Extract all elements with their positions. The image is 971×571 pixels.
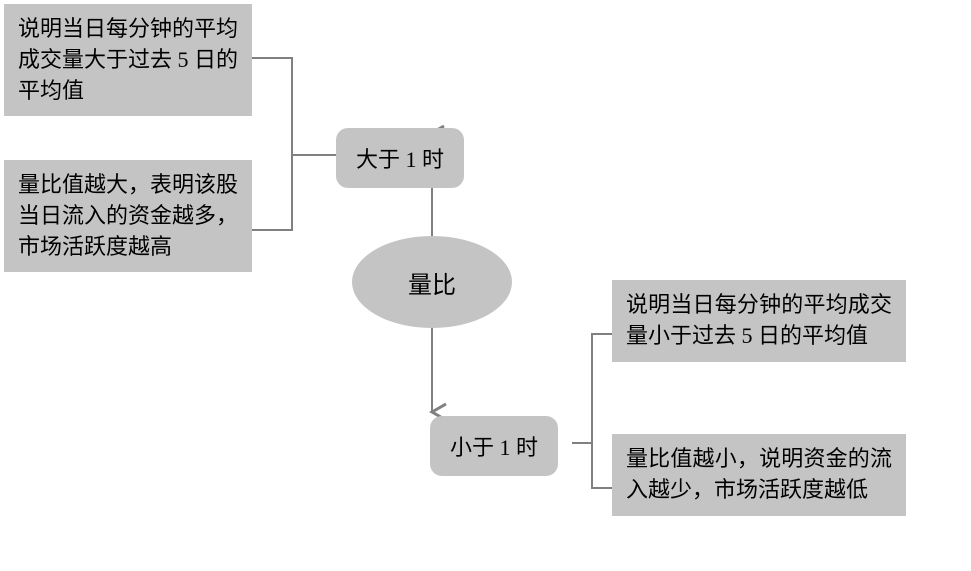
less-explain-1-text: 说明当日每分钟的平均成交量小于过去 5 日的平均值 [626, 292, 892, 348]
less-node: 小于 1 时 [430, 416, 558, 476]
greater-explain-2-text: 量比值越大，表明该股当日流入的资金越多，市场活跃度越高 [18, 172, 238, 259]
center-label: 量比 [408, 265, 456, 300]
greater-node: 大于 1 时 [336, 128, 464, 188]
less-explain-2: 量比值越小，说明资金的流入越少，市场活跃度越低 [612, 434, 906, 516]
center-node: 量比 [352, 236, 512, 328]
less-explain-1: 说明当日每分钟的平均成交量小于过去 5 日的平均值 [612, 280, 906, 362]
greater-explain-2: 量比值越大，表明该股当日流入的资金越多，市场活跃度越高 [4, 160, 252, 272]
less-label: 小于 1 时 [450, 435, 538, 460]
bracket-left [252, 58, 336, 230]
bracket-right [572, 334, 612, 488]
greater-explain-1-text: 说明当日每分钟的平均成交量大于过去 5 日的平均值 [18, 16, 238, 103]
greater-explain-1: 说明当日每分钟的平均成交量大于过去 5 日的平均值 [4, 4, 252, 116]
less-explain-2-text: 量比值越小，说明资金的流入越少，市场活跃度越低 [626, 446, 892, 502]
greater-label: 大于 1 时 [356, 147, 444, 172]
